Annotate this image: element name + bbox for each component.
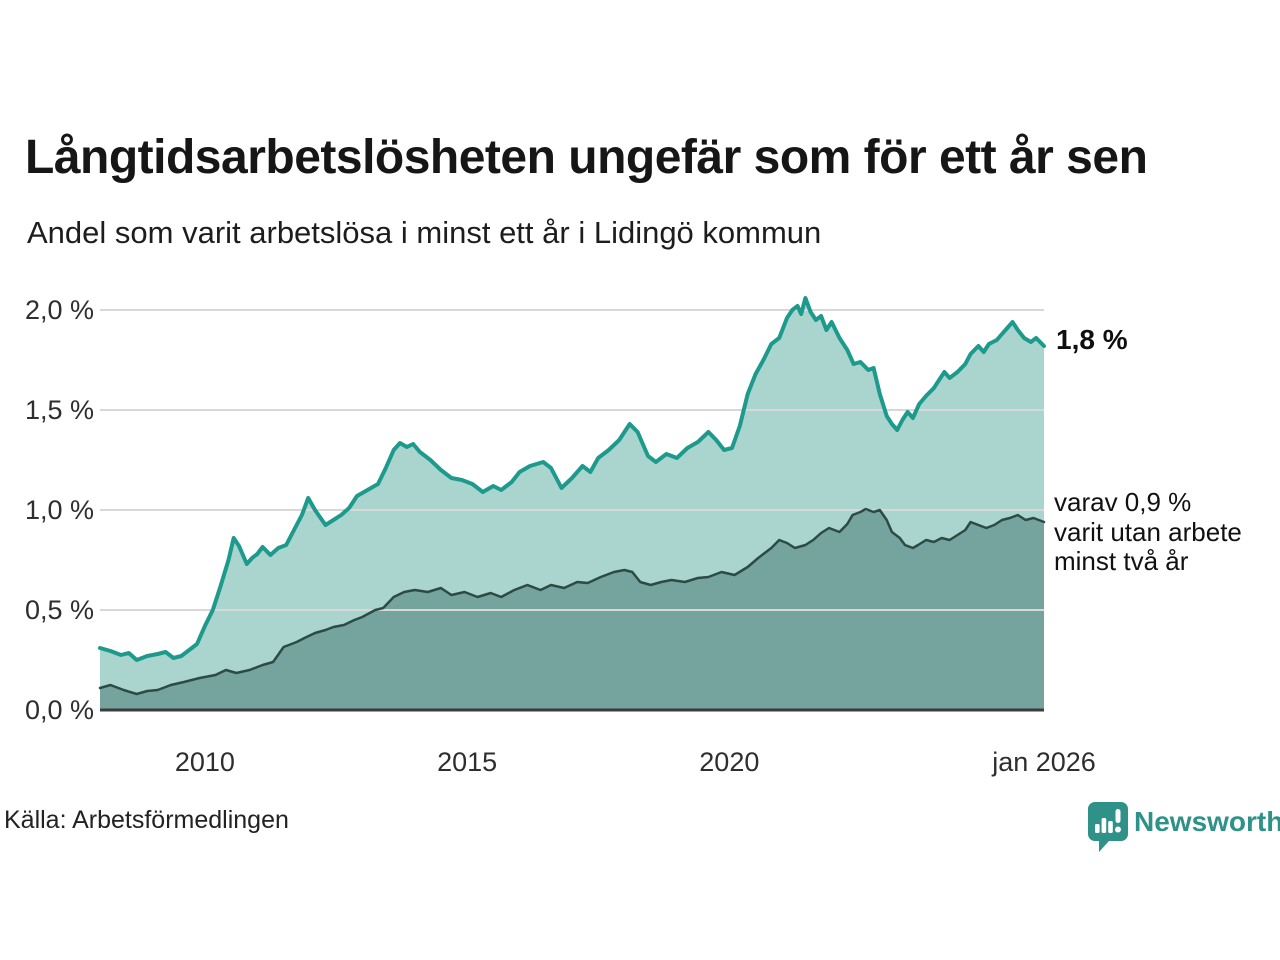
y-axis-tick-3: 1,5 % — [24, 395, 94, 425]
series-2-line — [98, 507, 1046, 696]
y-axis-tick-1: 0,5 % — [24, 595, 94, 625]
chart-title: Långtidsarbetslösheten ungefär som för e… — [25, 131, 1148, 184]
logo-bar-2 — [1101, 818, 1107, 833]
x-axis-tick-1: 2015 — [437, 747, 498, 777]
newsworthy-logo-icon — [1088, 802, 1128, 852]
y-axis-tick-0: 0,0 % — [24, 695, 94, 725]
series-total-value-label: 1,8 % — [1056, 324, 1128, 355]
y-axis-tick-4: 2,0 % — [24, 295, 94, 325]
logo-exclamation-dot — [1115, 826, 1121, 833]
newsworthy-wordmark: Newsworthy — [1134, 806, 1280, 837]
logo-bar-1 — [1095, 824, 1100, 833]
subset-label-line-3: minst två år — [1054, 546, 1189, 576]
logo-bubble-shape — [1088, 802, 1128, 852]
source-attribution: Källa: Arbetsförmedlingen — [4, 806, 289, 834]
x-axis-tick-0: 2010 — [174, 747, 235, 777]
x-axis-tick-3: jan 2026 — [992, 747, 1096, 777]
chart-subtitle: Andel som varit arbetslösa i minst ett å… — [27, 215, 822, 250]
y-axis-tick-2: 1,0 % — [24, 495, 94, 525]
subset-label-line-2: varit utan arbete — [1054, 516, 1242, 547]
logo-bar-3 — [1108, 821, 1113, 833]
subset-label-line-1: varav 0,9 % — [1054, 487, 1192, 517]
logo-exclamation-bar — [1115, 809, 1121, 823]
series-subset-value-label: varav 0,9 % varit utan arbete minst två … — [1054, 487, 1242, 577]
x-axis-tick-2: 2020 — [699, 747, 760, 777]
series-1-line — [98, 296, 1046, 662]
